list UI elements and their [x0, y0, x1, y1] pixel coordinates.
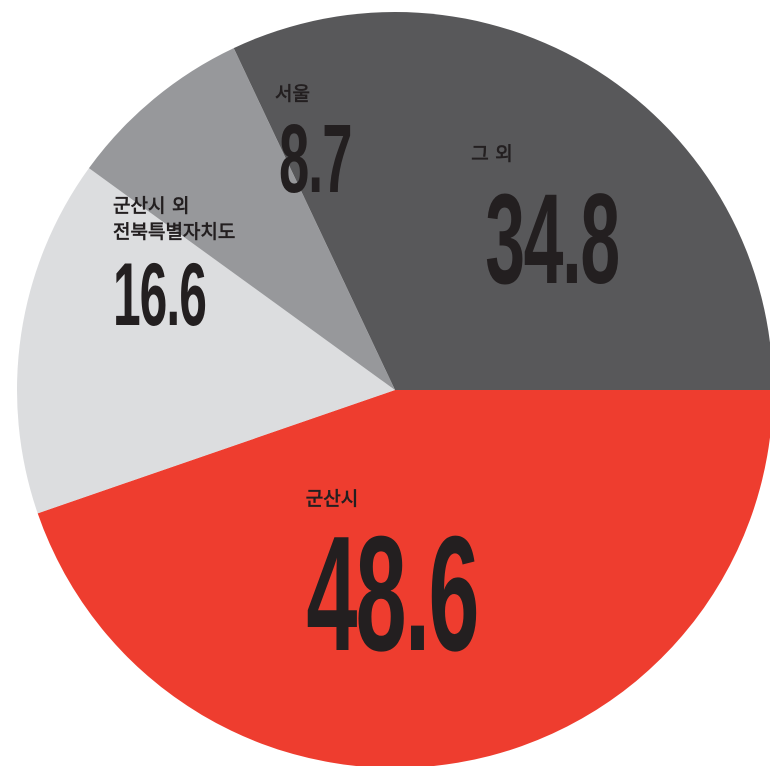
- value-label: 16.6: [113, 246, 206, 345]
- value-label-group: 48.6: [306, 503, 479, 686]
- pie-slice: [88, 48, 395, 391]
- value-label-group: 8.7: [279, 104, 353, 213]
- value-label-group: 34.8: [485, 167, 620, 310]
- slice-label: 서울: [275, 83, 310, 105]
- slice-label: 군산시: [306, 488, 358, 510]
- slice-label: 전북특별자치도: [113, 221, 235, 243]
- value-label: 8.7: [279, 104, 351, 213]
- pie-slice: [37, 390, 770, 766]
- slice-label: 그 외: [471, 143, 513, 165]
- value-label: 48.6: [306, 503, 477, 686]
- pie-slice: [17, 168, 396, 514]
- pie-slice: [233, 12, 770, 390]
- value-label-group: 16.6: [113, 246, 207, 345]
- value-label: 34.8: [485, 167, 619, 310]
- slice-label: 군산시 외: [113, 195, 190, 217]
